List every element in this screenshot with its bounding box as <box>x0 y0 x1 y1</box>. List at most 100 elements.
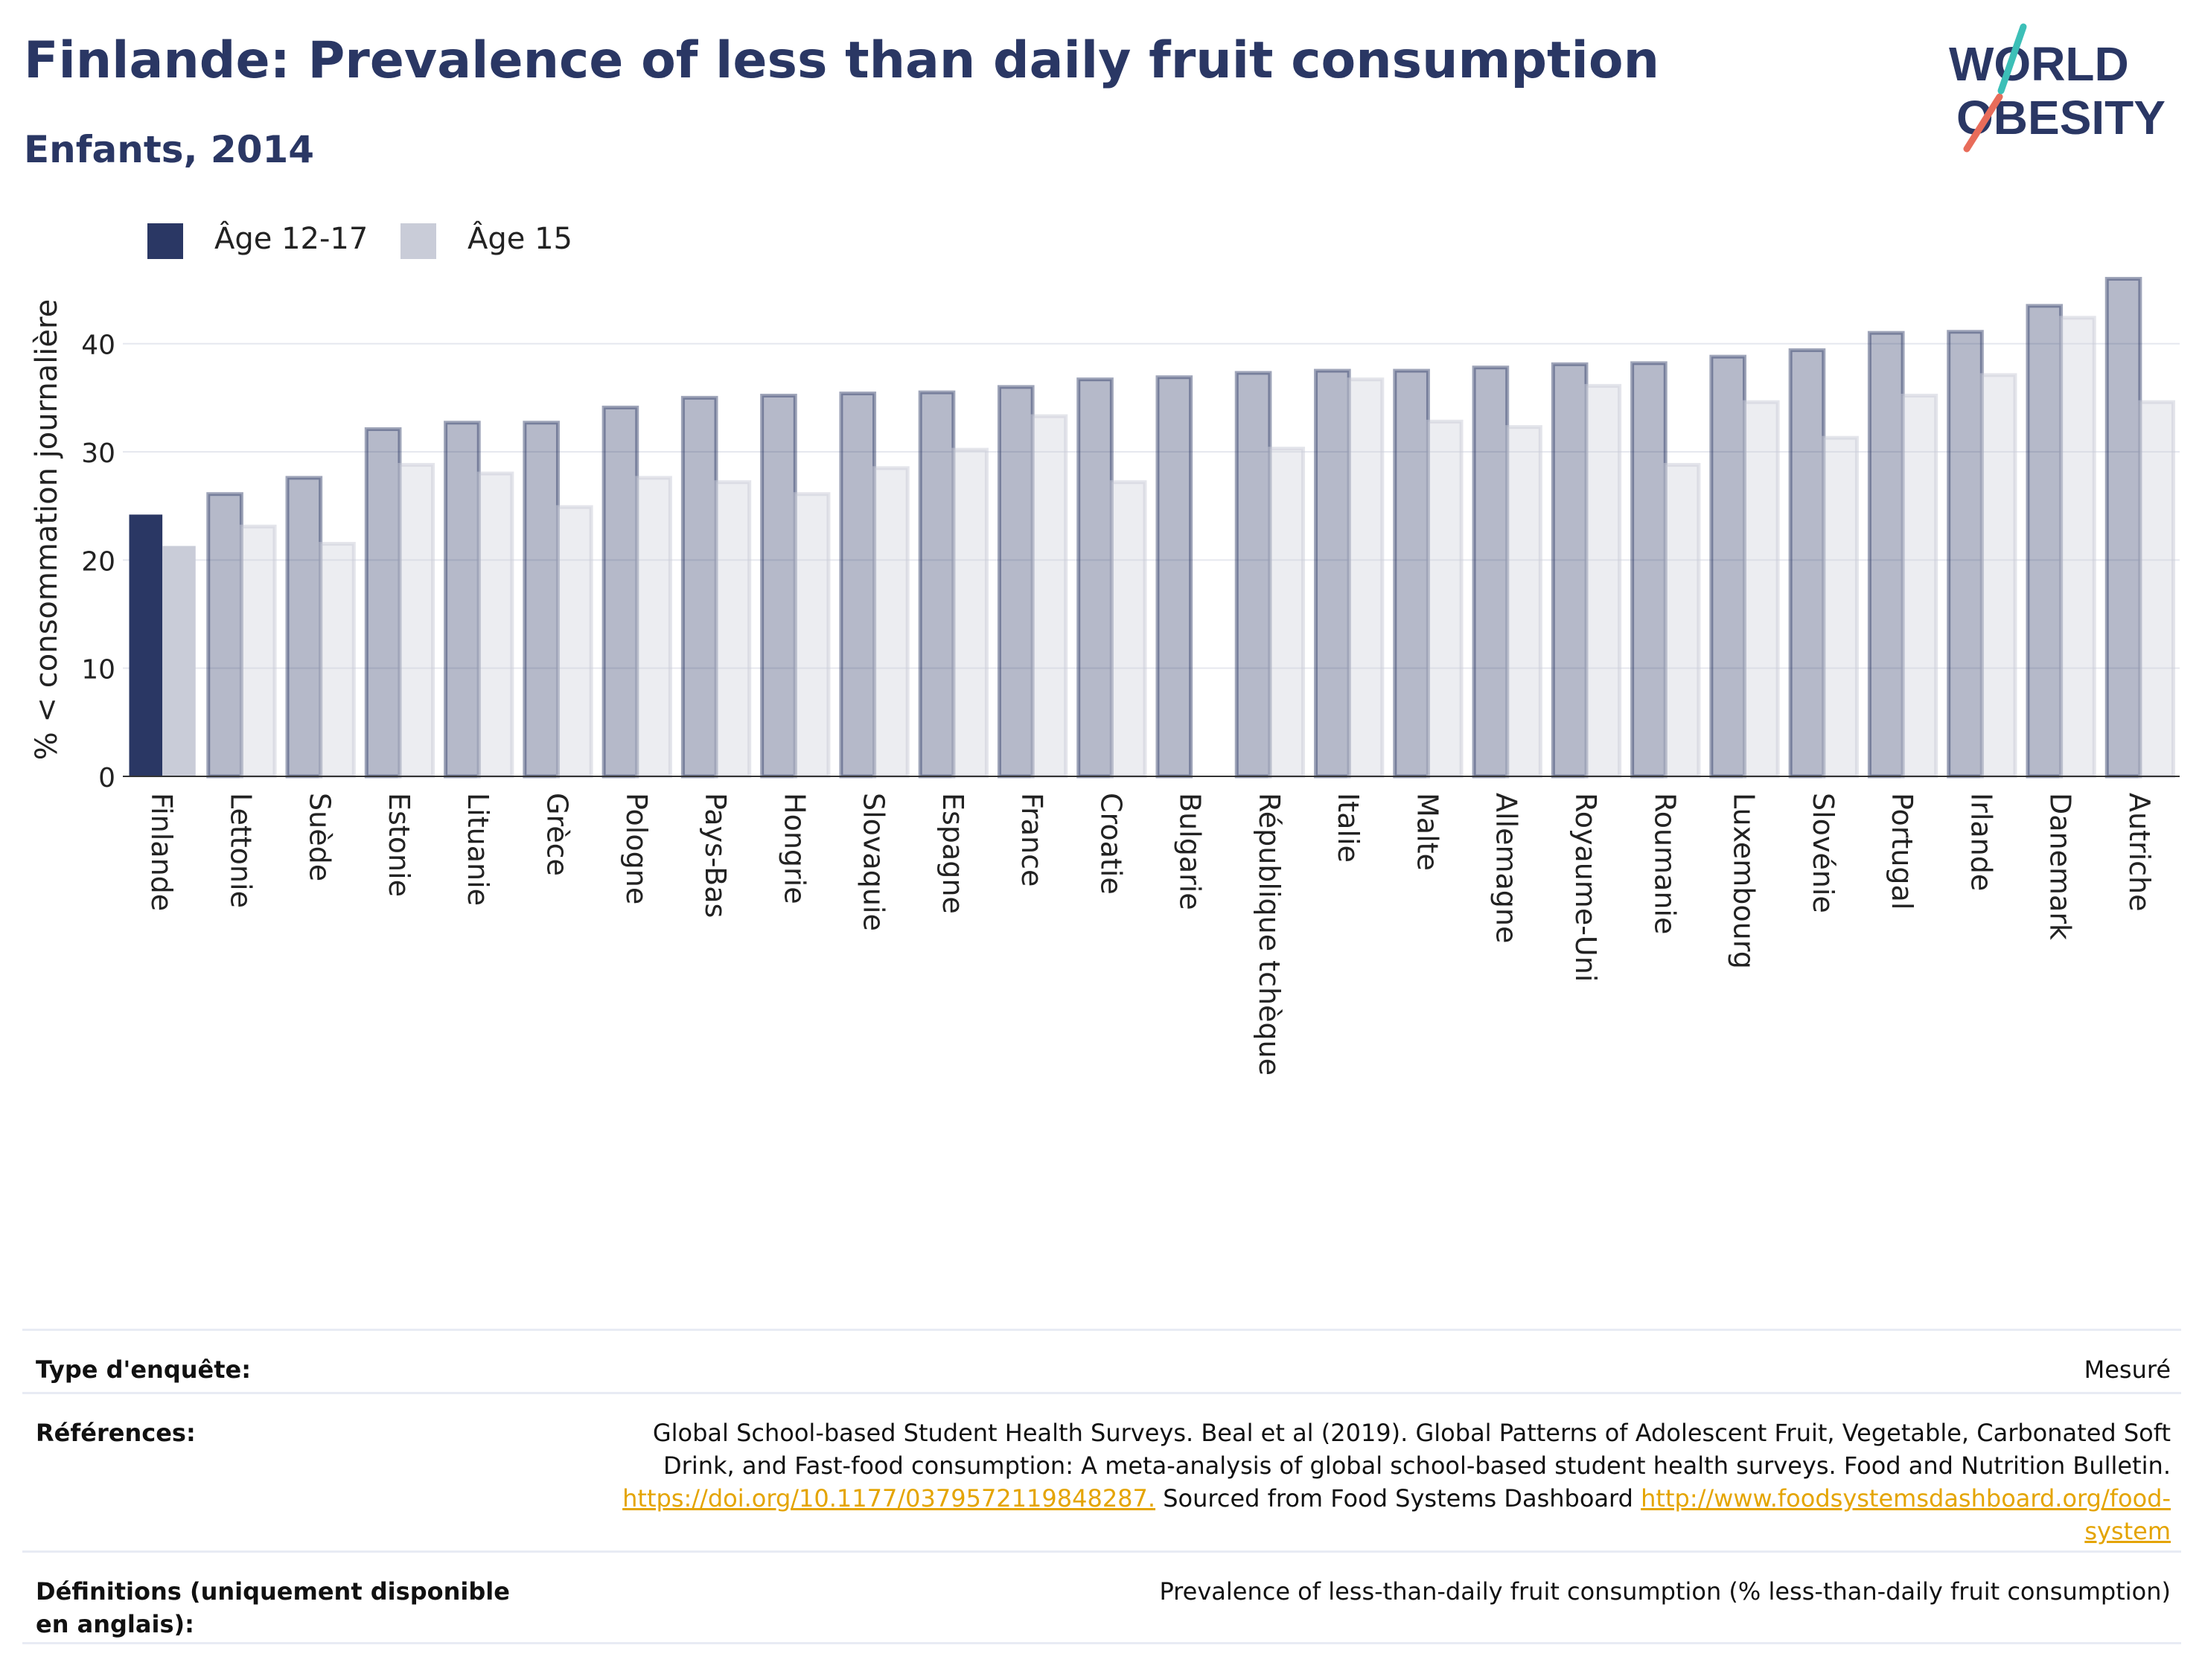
legend-swatch-age-15 <box>400 223 436 259</box>
bar-age-15 <box>1743 400 1780 779</box>
y-axis-label: % < consommation journalière <box>30 299 64 760</box>
x-tick-label: République tchèque <box>1253 793 1286 1076</box>
bar-age-12-17 <box>1709 354 1747 779</box>
x-tick-label: Hongrie <box>778 793 811 904</box>
bar-age-15 <box>1347 377 1385 779</box>
bar-age-15 <box>398 462 435 779</box>
legend-label-age-12-17: Âge 12-17 <box>214 222 368 256</box>
legend-swatch-age-12-17 <box>147 223 183 259</box>
bar-age-15 <box>1584 383 1622 779</box>
x-tick-label: Croatie <box>1094 793 1127 895</box>
x-tick-label: Luxembourg <box>1728 793 1761 969</box>
x-tick-label: Malte <box>1411 793 1443 871</box>
x-tick-label: Pologne <box>620 793 653 904</box>
bar-age-15 <box>1426 419 1464 779</box>
definitions-value: Prevalence of less-than-daily fruit cons… <box>1159 1577 2171 1606</box>
x-tick-label: Portugal <box>1886 793 1918 910</box>
logo-word-1: WORLD <box>1949 37 2129 91</box>
bar-age-12-17 <box>444 421 481 779</box>
x-tick-label: Slovaquie <box>858 793 890 931</box>
references-value: Global School-based Student Health Surve… <box>585 1416 2171 1548</box>
bar-age-12-17 <box>129 514 163 776</box>
bar-age-12-17 <box>1788 348 1826 779</box>
bar-age-12-17 <box>1947 330 1984 779</box>
x-tick-label: Danemark <box>2044 793 2077 940</box>
legend-label-age-15: Âge 15 <box>467 222 572 256</box>
bar-age-15 <box>1268 447 1306 779</box>
bar-age-15 <box>1663 462 1701 779</box>
survey-type-label: Type d'enquête: <box>36 1355 252 1384</box>
x-tick-label: Slovénie <box>1807 793 1839 913</box>
bar-age-12-17 <box>918 390 956 779</box>
bar-age-15 <box>476 471 514 779</box>
x-tick-label: Bulgarie <box>1174 793 1207 910</box>
bar-age-15 <box>1505 425 1542 779</box>
bar-age-15 <box>555 505 593 779</box>
logo-word-2: OBESITY <box>1956 91 2166 144</box>
bar-age-15 <box>951 447 989 779</box>
info-row-survey-type: Type d'enquête: Mesuré <box>22 1329 2181 1392</box>
x-tick-label: Estonie <box>383 793 415 897</box>
references-source-text: Sourced from Food Systems Dashboard <box>1163 1484 1633 1513</box>
bar-age-15 <box>1109 480 1147 779</box>
bar-age-12-17 <box>1472 365 1510 779</box>
bar-age-12-17 <box>1155 375 1193 779</box>
bar-age-12-17 <box>1551 362 1589 779</box>
bar-age-12-17 <box>206 492 243 779</box>
definitions-label: Définitions (uniquement disponible en an… <box>36 1577 510 1638</box>
x-tick-label: Italie <box>1332 793 1365 863</box>
bar-age-12-17 <box>601 405 639 779</box>
x-tick-label: Espagne <box>936 793 969 914</box>
bar-age-15 <box>1822 435 1859 779</box>
food-systems-dashboard-link[interactable]: http://www.foodsystemsdashboard.org/food… <box>1641 1484 2171 1545</box>
bar-age-15 <box>1030 414 1068 779</box>
references-text: Global School-based Student Health Surve… <box>652 1419 2171 1480</box>
bar-age-12-17 <box>760 393 797 779</box>
info-row-definitions: Définitions (uniquement disponible en an… <box>22 1550 2181 1644</box>
bar-age-15 <box>1979 373 2017 779</box>
bar-age-12-17 <box>1867 330 1905 779</box>
x-tick-label: Grèce <box>540 793 573 876</box>
bar-age-12-17 <box>839 392 877 779</box>
bar-age-12-17 <box>680 395 718 779</box>
bar-age-12-17 <box>285 476 323 779</box>
references-label: Références: <box>36 1419 196 1447</box>
chart-subtitle: Enfants, 2014 <box>24 128 315 171</box>
bar-age-15 <box>635 476 672 779</box>
bar-age-12-17 <box>2104 277 2142 779</box>
bar-age-12-17 <box>364 427 402 779</box>
y-tick-label: 10 <box>81 655 115 686</box>
x-tick-label: Finlande <box>145 793 178 911</box>
bar-age-12-17 <box>1630 361 1668 779</box>
doi-link[interactable]: https://doi.org/10.1177/0379572119848287… <box>622 1484 1156 1513</box>
bar-age-15 <box>239 524 277 779</box>
chart-title: Finlande: Prevalence of less than daily … <box>24 31 1659 90</box>
x-tick-label: Lettonie <box>224 793 257 908</box>
x-tick-label: Irlande <box>1965 793 1997 891</box>
y-tick-label: 0 <box>98 763 115 793</box>
bar-chart: 0 10 20 30 40 % < consommation journalière Fin… <box>30 277 2180 1076</box>
x-tick-label: Roumanie <box>1648 793 1681 934</box>
bar-age-12-17 <box>2026 304 2064 779</box>
bar-age-12-17 <box>1076 377 1114 779</box>
world-obesity-logo: WORLD OBESITY <box>1949 23 2166 153</box>
bar-age-15 <box>2138 400 2175 779</box>
bar-age-12-17 <box>1393 368 1430 779</box>
bar-age-15 <box>162 546 196 776</box>
bar-age-15 <box>2059 316 2096 779</box>
survey-type-value: Mesuré <box>2084 1355 2171 1384</box>
bar-age-12-17 <box>1234 371 1272 779</box>
x-tick-label: Allemagne <box>1490 793 1523 943</box>
info-row-references: Références: Global School-based Student … <box>22 1392 2181 1550</box>
x-tick-label: France <box>1015 793 1048 887</box>
bar-age-12-17 <box>523 421 560 779</box>
x-tick-label: Lituanie <box>462 793 494 906</box>
bar-age-12-17 <box>1314 368 1351 779</box>
bar-age-15 <box>1901 393 1938 779</box>
info-table: Type d'enquête: Mesuré Références: Globa… <box>22 1329 2181 1644</box>
x-tick-label: Royaume-Uni <box>1569 793 1602 982</box>
bar-age-15 <box>319 542 356 779</box>
y-tick-label: 20 <box>81 546 115 577</box>
bar-age-15 <box>714 480 752 779</box>
bar-age-12-17 <box>997 385 1035 779</box>
